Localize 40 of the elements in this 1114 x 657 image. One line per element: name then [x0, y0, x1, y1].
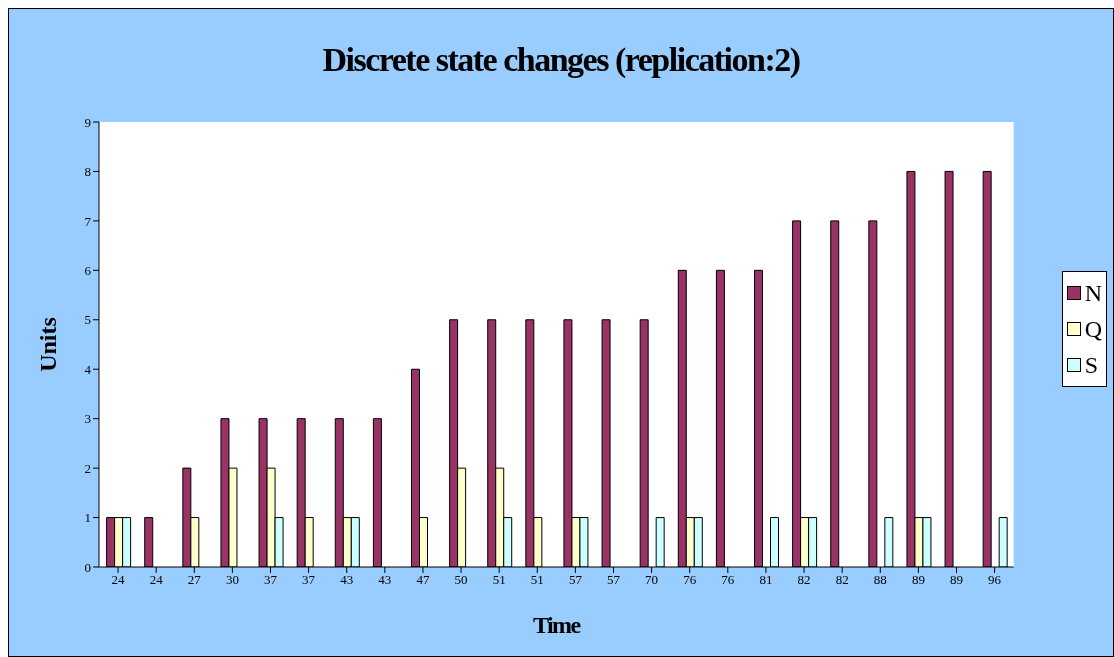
x-tick-label: 88: [873, 572, 887, 588]
y-tick-label: 9: [84, 114, 91, 130]
x-tick-label: 89: [911, 572, 925, 588]
chart-title: Discrete state changes (replication:2): [321, 41, 801, 79]
x-tick-label: 43: [340, 572, 354, 588]
y-axis-title: Units: [34, 317, 61, 372]
x-tick-label: 24: [111, 572, 126, 588]
x-tick-label: 30: [225, 572, 239, 588]
x-axis-title: Time: [532, 612, 582, 638]
y-tick-label: 3: [84, 411, 91, 427]
x-tick-label: 24: [149, 572, 164, 588]
y-tick-label: 5: [84, 312, 91, 328]
y-tick-label: 0: [84, 559, 91, 575]
y-tick-label: 8: [84, 164, 91, 180]
legend-label: S: [1083, 351, 1099, 380]
x-tick-label: 70: [645, 572, 659, 588]
legend-label: N: [1083, 279, 1102, 308]
x-tick-label: 57: [568, 572, 583, 588]
x-tick-label: 47: [416, 572, 430, 588]
legend-label: Q: [1083, 315, 1102, 344]
x-tick-label: 82: [835, 572, 849, 588]
x-tick-label: 27: [187, 572, 202, 588]
y-tick-label: 2: [84, 460, 91, 476]
y-tick-label: 1: [84, 510, 91, 526]
x-tick-label: 76: [683, 572, 697, 588]
x-tick-label: 51: [530, 572, 544, 588]
y-tick-label: 6: [84, 262, 92, 278]
y-tick-label: 7: [84, 213, 92, 229]
y-tick-label: 4: [84, 361, 92, 377]
x-tick-label: 51: [492, 572, 506, 588]
x-tick-label: 43: [378, 572, 392, 588]
x-tick-label: 96: [988, 572, 1002, 588]
x-tick-label: 37: [302, 572, 316, 588]
x-tick-label: 89: [949, 572, 963, 588]
x-tick-label: 37: [264, 572, 278, 588]
x-tick-label: 50: [454, 572, 468, 588]
x-tick-label: 81: [759, 572, 773, 588]
x-tick-label: 76: [721, 572, 735, 588]
x-tick-label: 82: [797, 572, 811, 588]
x-tick-label: 57: [606, 572, 621, 588]
